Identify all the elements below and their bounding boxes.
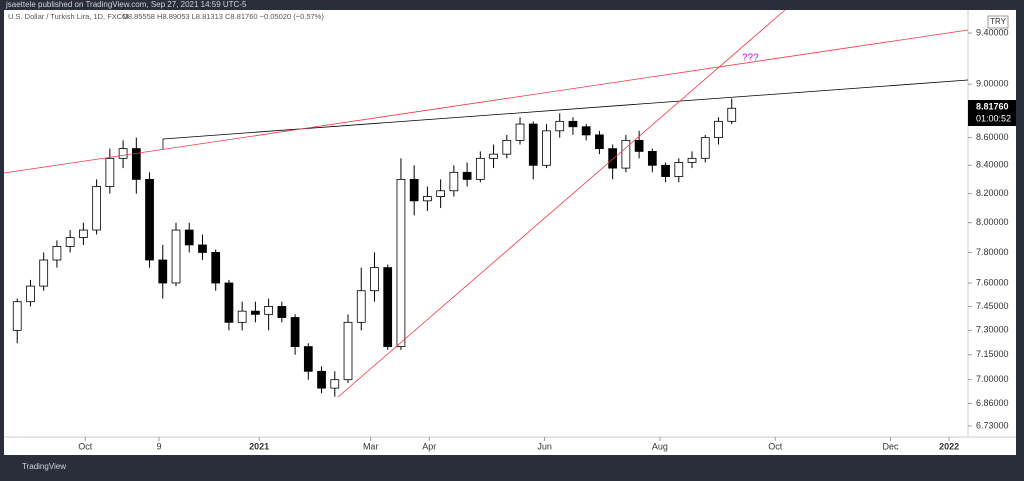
y-tick-label: 8.20000 — [976, 188, 1009, 198]
last-price-box — [968, 100, 1016, 126]
y-tick-label: 8.00000 — [976, 217, 1009, 227]
y-tick-label: 6.86000 — [976, 398, 1009, 408]
y-tick-label: 7.30000 — [976, 325, 1009, 335]
candle-body — [542, 130, 551, 166]
candle-body — [224, 282, 234, 323]
candle-body — [264, 306, 273, 315]
last-price: 8.81760 — [976, 101, 1009, 111]
candle-body — [700, 137, 710, 159]
candle-body — [568, 120, 578, 128]
x-tick-label: 2021 — [249, 441, 269, 451]
candle-body — [343, 321, 353, 381]
candle-body — [502, 139, 512, 155]
candle-body — [515, 123, 525, 141]
candle-body — [184, 229, 194, 246]
candle-body — [449, 171, 459, 192]
candle-body — [370, 267, 379, 292]
candle-body — [317, 370, 326, 389]
y-tick-label: 9.40000 — [976, 27, 1009, 37]
y-tick-label: 7.60000 — [976, 277, 1009, 287]
x-tick-label: Aug — [652, 441, 668, 451]
currency-box — [987, 15, 1009, 29]
y-tick-label: 9.00000 — [976, 79, 1009, 89]
ohlc-legend: O8.85558 H8.89053 L8.81313 C8.81760 −0.0… — [122, 12, 324, 21]
candle-body — [409, 178, 419, 202]
candle-body — [356, 290, 366, 323]
y-tick-label: 7.00000 — [976, 374, 1009, 384]
plot — [12, 98, 737, 397]
candle-body — [647, 150, 657, 166]
candle-body — [608, 148, 618, 169]
footer: TradingView — [22, 462, 66, 471]
currency: TRY — [990, 17, 1007, 26]
candle-body — [621, 139, 631, 169]
candle-body — [145, 178, 154, 261]
candle-body — [595, 134, 604, 150]
candle-body — [12, 301, 22, 331]
annotation: ??? — [742, 53, 759, 64]
candle-body — [211, 252, 221, 284]
candle-body — [79, 229, 88, 238]
candle-body — [423, 196, 432, 202]
candle-body — [489, 153, 498, 159]
candle-body — [436, 190, 446, 197]
candle-body — [383, 267, 393, 347]
x-tick-label: Jun — [537, 441, 552, 451]
candle-body — [26, 285, 35, 303]
candle-body — [171, 229, 181, 284]
candle-body — [251, 310, 260, 315]
x-tick-label: Apr — [422, 441, 436, 451]
header: jsaettele published on TradingView.com, … — [5, 0, 247, 9]
x-tick-label: Oct — [768, 441, 783, 451]
candle-body — [158, 259, 168, 284]
candle-body — [674, 162, 684, 177]
candle-body — [581, 126, 591, 136]
candle-body — [198, 244, 207, 253]
candle-body — [396, 178, 406, 347]
candle-body — [92, 186, 101, 231]
candle-body — [661, 164, 670, 177]
candle-body — [52, 246, 62, 261]
chart-area — [4, 10, 1016, 455]
candle-body — [290, 317, 300, 347]
candle-body — [462, 171, 472, 180]
candle-body — [555, 120, 565, 132]
trend-line — [337, 9, 786, 398]
countdown: 01:00:52 — [976, 113, 1011, 123]
x-tick-label: Mar — [363, 441, 379, 451]
trend-line — [3, 29, 969, 174]
candle-body — [65, 237, 75, 247]
y-tick-label: 7.45000 — [976, 301, 1009, 311]
candle-body — [39, 259, 49, 287]
candle-body — [528, 123, 538, 166]
candle-body — [118, 148, 128, 159]
candle-body — [634, 139, 644, 152]
y-tick-label: 7.80000 — [976, 247, 1009, 257]
x-tick-label: Oct — [78, 441, 93, 451]
x-tick-label: 9 — [156, 441, 161, 451]
candle-body — [277, 306, 287, 318]
candle-body — [105, 157, 115, 187]
x-tick-label: 2022 — [939, 441, 959, 451]
y-tick-label: 7.15000 — [976, 349, 1009, 359]
candle-body — [714, 120, 723, 139]
y-tick-label: 8.60000 — [976, 132, 1009, 142]
candle-body — [237, 310, 247, 323]
x-tick-label: Dec — [882, 441, 899, 451]
candle-body — [330, 379, 340, 389]
candle-body — [131, 148, 141, 180]
candle-body — [475, 157, 485, 180]
candle-body — [687, 157, 697, 163]
candle-body — [303, 346, 313, 372]
chart-title: U.S. Dollar / Turkish Lira, 1D, FXCM — [8, 12, 128, 21]
y-tick-label: 8.40000 — [976, 160, 1009, 170]
y-tick-label: 6.73000 — [976, 420, 1009, 430]
candle-body — [727, 107, 737, 122]
